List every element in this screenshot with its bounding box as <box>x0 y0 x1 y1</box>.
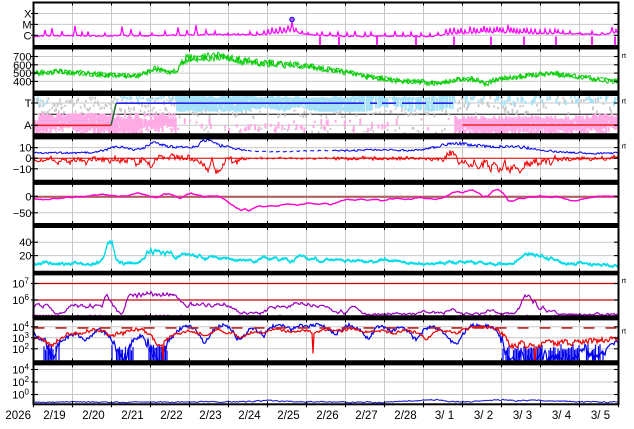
svg-text:7: 7 <box>25 277 30 286</box>
svg-text:0: 0 <box>25 191 31 203</box>
svg-text:500: 500 <box>13 68 31 80</box>
svg-text:2/20: 2/20 <box>82 410 104 422</box>
svg-text:2/28: 2/28 <box>394 410 416 422</box>
svg-text:2: 2 <box>25 342 30 351</box>
svg-text:6: 6 <box>25 293 30 302</box>
svg-text:3: 3 <box>25 331 30 340</box>
svg-text:40: 40 <box>19 237 31 249</box>
svg-text:10: 10 <box>12 390 24 402</box>
svg-text:3/ 3: 3/ 3 <box>513 410 532 422</box>
svg-text:10: 10 <box>12 344 24 356</box>
svg-text:X: X <box>24 9 32 21</box>
svg-text:10: 10 <box>12 279 24 291</box>
svg-text:2: 2 <box>25 375 30 384</box>
svg-text:3/ 2: 3/ 2 <box>474 410 493 422</box>
svg-text:20: 20 <box>19 251 31 263</box>
svg-text:2/26: 2/26 <box>316 410 338 422</box>
svg-text:2/25: 2/25 <box>277 410 299 422</box>
svg-text:10: 10 <box>12 333 24 345</box>
svg-text:10: 10 <box>12 365 24 377</box>
svg-text:T: T <box>25 98 32 110</box>
svg-text:3/ 4: 3/ 4 <box>552 410 572 422</box>
svg-text:rt: rt <box>622 142 627 151</box>
svg-text:2/19: 2/19 <box>43 410 65 422</box>
svg-text:rt: rt <box>622 327 627 336</box>
svg-text:10: 10 <box>12 322 24 334</box>
svg-text:600: 600 <box>13 60 31 72</box>
svg-text:10: 10 <box>19 143 31 155</box>
svg-text:2026: 2026 <box>5 410 31 422</box>
svg-text:0: 0 <box>25 153 31 165</box>
svg-text:2/22: 2/22 <box>160 410 182 422</box>
svg-text:M: M <box>22 19 31 31</box>
svg-text:A: A <box>24 120 32 132</box>
svg-text:3/ 5: 3/ 5 <box>591 410 610 422</box>
svg-text:10: 10 <box>12 377 24 389</box>
svg-text:2/23: 2/23 <box>199 410 221 422</box>
svg-text:rt: rt <box>622 51 627 60</box>
svg-text:400: 400 <box>13 76 31 88</box>
svg-text:4: 4 <box>25 320 30 329</box>
svg-text:2/21: 2/21 <box>121 410 143 422</box>
svg-text:0: 0 <box>25 388 30 397</box>
svg-text:10: 10 <box>12 295 24 307</box>
svg-text:700: 700 <box>13 52 31 64</box>
svg-text:3/ 1: 3/ 1 <box>435 410 454 422</box>
svg-text:2/24: 2/24 <box>238 410 261 422</box>
svg-text:−10: −10 <box>13 164 32 176</box>
svg-text:4: 4 <box>25 363 30 372</box>
svg-text:rt: rt <box>622 276 627 285</box>
svg-text:rt: rt <box>622 97 627 106</box>
svg-text:C: C <box>24 30 32 42</box>
svg-text:2/27: 2/27 <box>355 410 377 422</box>
svg-text:−50: −50 <box>13 208 32 220</box>
